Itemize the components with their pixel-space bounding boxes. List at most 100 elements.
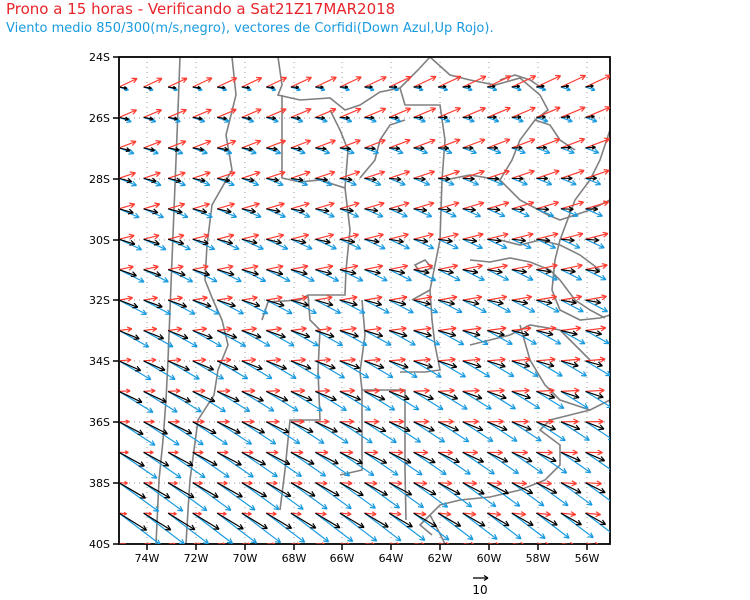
corfidi-up-vector	[388, 75, 412, 88]
corfidi-down-vector	[290, 451, 327, 477]
corfidi-up-vector	[585, 74, 610, 88]
corfidi-down-vector	[388, 299, 414, 314]
corfidi-up-vector	[560, 294, 583, 301]
mean-wind-vector	[364, 207, 379, 213]
mean-wind-vector	[364, 115, 375, 120]
corfidi-down-vector	[511, 269, 534, 281]
corfidi-up-vector	[462, 294, 483, 301]
mean-wind-vector	[536, 206, 550, 213]
mean-wind-vector	[487, 145, 498, 151]
corfidi-down-vector	[437, 329, 465, 346]
corfidi-up-vector	[119, 326, 133, 333]
mean-wind-vector	[437, 390, 459, 400]
corfidi-down-vector	[536, 421, 566, 442]
corfidi-down-vector	[486, 360, 515, 378]
corfidi-up-vector	[511, 169, 535, 179]
corfidi-up-vector	[413, 325, 432, 332]
corfidi-up-vector	[438, 356, 456, 363]
corfidi-down-vector	[585, 238, 605, 249]
corfidi-up-vector	[536, 511, 552, 518]
mean-wind-vector	[241, 329, 262, 339]
lon-tick-label: 62W	[428, 552, 453, 565]
corfidi-up-vector	[364, 480, 378, 486]
mean-wind-vector	[536, 451, 557, 463]
corfidi-down-vector	[609, 87, 610, 88]
mean-wind-vector	[192, 116, 203, 121]
mean-wind-vector	[585, 84, 594, 89]
corfidi-up-vector	[168, 450, 179, 455]
mean-wind-vector	[217, 177, 231, 183]
corfidi-up-vector	[315, 418, 330, 425]
mean-wind-vector	[462, 451, 485, 463]
corfidi-up-vector	[487, 263, 508, 271]
corfidi-up-vector	[388, 201, 410, 210]
corfidi-up-vector	[389, 480, 403, 487]
mean-wind-vector	[290, 146, 303, 152]
mean-wind-vector	[560, 360, 579, 368]
lat-tick-label: 40S	[89, 538, 110, 551]
mean-wind-vector	[216, 390, 240, 403]
corfidi-up-vector	[413, 449, 429, 456]
mean-wind-vector	[290, 299, 310, 307]
corfidi-up-vector	[462, 511, 477, 517]
mean-wind-vector	[290, 451, 315, 465]
corfidi-up-vector	[413, 138, 436, 149]
corfidi-up-vector	[216, 139, 237, 149]
corfidi-up-vector	[437, 232, 459, 240]
mean-wind-vector	[143, 512, 172, 531]
mean-wind-vector	[487, 268, 503, 275]
mean-wind-vector	[241, 177, 255, 183]
corfidi-down-vector	[585, 177, 602, 186]
corfidi-down-vector	[413, 299, 439, 314]
corfidi-up-vector	[364, 387, 381, 394]
mean-wind-vector	[266, 360, 288, 370]
mean-wind-vector	[290, 390, 313, 402]
corfidi-down-vector	[216, 451, 254, 478]
corfidi-up-vector	[487, 542, 500, 544]
corfidi-down-vector	[192, 421, 228, 446]
corfidi-down-vector	[437, 116, 451, 123]
corfidi-up-vector	[585, 200, 610, 210]
mean-wind-vector	[413, 451, 436, 464]
corfidi-up-vector	[217, 357, 232, 364]
mean-wind-vector	[511, 451, 533, 463]
corfidi-down-vector	[536, 299, 560, 313]
corfidi-down-vector	[364, 360, 394, 379]
mean-wind-vector	[119, 299, 139, 309]
corfidi-down-vector	[413, 116, 426, 123]
corfidi-up-vector	[315, 170, 336, 179]
corfidi-up-vector	[290, 511, 302, 517]
corfidi-up-vector	[266, 139, 287, 149]
corfidi-down-vector	[388, 116, 402, 123]
mean-wind-vector	[364, 269, 381, 276]
corfidi-up-vector	[143, 264, 159, 271]
mean-wind-vector	[192, 482, 219, 498]
corfidi-down-vector	[364, 390, 396, 411]
corfidi-down-vector	[167, 421, 204, 446]
mean-wind-vector	[364, 360, 385, 370]
mean-wind-vector	[119, 451, 145, 467]
corfidi-up-vector	[413, 511, 427, 517]
corfidi-up-vector	[560, 200, 585, 210]
mean-wind-vector	[167, 238, 185, 246]
mean-wind-vector	[290, 482, 316, 497]
mean-wind-vector	[143, 482, 171, 499]
corfidi-down-vector	[192, 482, 232, 511]
corfidi-up-vector	[364, 418, 380, 425]
mean-wind-vector	[413, 176, 426, 182]
corfidi-down-vector	[560, 116, 573, 123]
mean-wind-vector	[339, 146, 352, 151]
corfidi-up-vector	[609, 482, 610, 484]
mean-wind-vector	[609, 330, 610, 332]
corfidi-up-vector	[413, 542, 425, 544]
corfidi-up-vector	[266, 387, 281, 394]
mean-wind-vector	[217, 299, 236, 308]
corfidi-up-vector	[364, 76, 387, 88]
mean-wind-vector	[167, 208, 183, 215]
corfidi-down-vector	[511, 482, 545, 507]
mean-wind-vector	[437, 451, 460, 464]
corfidi-up-vector	[609, 268, 610, 270]
corfidi-up-vector	[168, 419, 180, 425]
mean-wind-vector	[585, 299, 602, 305]
corfidi-up-vector	[389, 387, 405, 394]
